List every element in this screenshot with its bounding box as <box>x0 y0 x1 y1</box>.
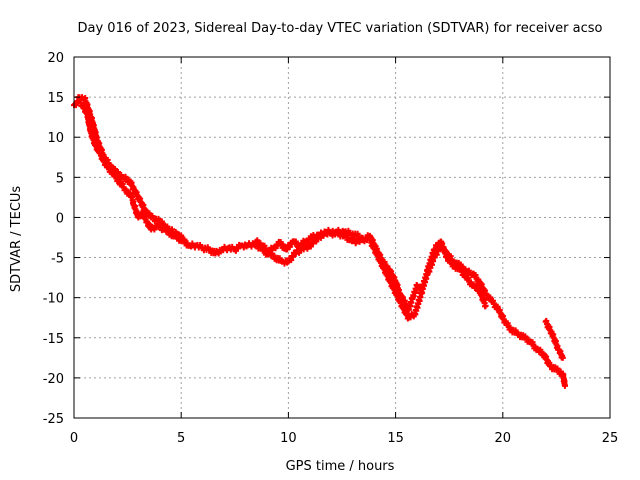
data-point-trace <box>476 288 489 310</box>
plot-frame <box>73 56 611 419</box>
data-point-trace <box>502 318 514 333</box>
x-tick-label: 15 <box>387 431 404 446</box>
y-tick-label: -5 <box>51 252 64 267</box>
chart-title: Day 016 of 2023, Sidereal Day-to-day VTE… <box>78 21 603 36</box>
data-point-trace <box>292 246 304 257</box>
y-tick-label: -20 <box>43 372 64 387</box>
data-point-trace <box>418 267 431 296</box>
y-tick-label: -10 <box>43 292 64 307</box>
data-point-trace <box>267 250 278 262</box>
data-point-trace <box>157 218 171 232</box>
axis-ticks: 0 5 10 15 20 25 -25 -20 -15 -10 -5 0 5 10 15 20 <box>43 51 619 446</box>
data-point-trace <box>246 240 256 250</box>
data-point-trace <box>95 138 107 160</box>
x-tick-label: 20 <box>495 431 512 446</box>
y-tick-label: 0 <box>56 211 64 226</box>
y-tick-label: 10 <box>47 131 64 146</box>
x-tick-label: 5 <box>177 431 185 446</box>
data-point-trace <box>515 331 527 341</box>
y-tick-label: -15 <box>43 332 64 347</box>
data-point-trace <box>541 352 553 368</box>
y-axis-label: SDTVAR / TECUs <box>9 186 24 293</box>
data-point-trace <box>415 283 424 293</box>
data-point-trace <box>464 267 475 279</box>
data-point-trace <box>386 266 398 284</box>
data-point-trace <box>490 297 501 312</box>
data-point-trace <box>556 347 566 361</box>
data-points <box>71 94 568 389</box>
data-point-trace <box>175 231 188 245</box>
data-point-trace <box>286 249 297 264</box>
y-tick-label: 5 <box>56 171 64 186</box>
data-point-trace <box>405 295 416 313</box>
data-point-trace <box>220 243 231 254</box>
data-point-trace <box>359 234 372 244</box>
y-tick-label: -25 <box>43 412 64 427</box>
data-point-trace <box>548 363 559 373</box>
data-point-trace <box>412 290 424 318</box>
data-point-trace <box>188 240 198 251</box>
x-tick-label: 25 <box>602 431 619 446</box>
data-point-trace <box>115 169 126 181</box>
data-point-trace <box>131 187 148 212</box>
x-tick-label: 0 <box>70 431 78 446</box>
y-tick-label: 20 <box>47 51 64 66</box>
grid-lines <box>74 57 610 418</box>
data-point-trace <box>166 226 179 238</box>
data-point-trace <box>149 213 162 225</box>
data-point-trace <box>299 242 312 253</box>
data-point-trace <box>194 242 205 251</box>
data-point-trace <box>367 236 405 310</box>
y-tick-label: 15 <box>47 91 64 106</box>
data-point-trace <box>239 241 250 251</box>
data-point-trace <box>226 243 237 253</box>
data-point-trace <box>82 95 94 121</box>
x-tick-label: 10 <box>280 431 297 446</box>
x-axis-label: GPS time / hours <box>286 459 395 474</box>
data-point-trace <box>470 270 482 285</box>
data-point-trace <box>88 115 101 144</box>
data-point-trace <box>200 244 211 254</box>
data-point-trace <box>316 228 329 241</box>
data-point-trace <box>549 331 561 353</box>
data-point-trace <box>457 265 469 280</box>
data-point-trace <box>425 246 437 271</box>
data-point-trace <box>560 371 568 388</box>
data-point-trace <box>438 238 450 260</box>
data-point-trace <box>127 178 137 193</box>
data-point-trace <box>280 257 291 267</box>
data-point-trace <box>72 98 81 109</box>
data-point-trace <box>509 327 520 337</box>
